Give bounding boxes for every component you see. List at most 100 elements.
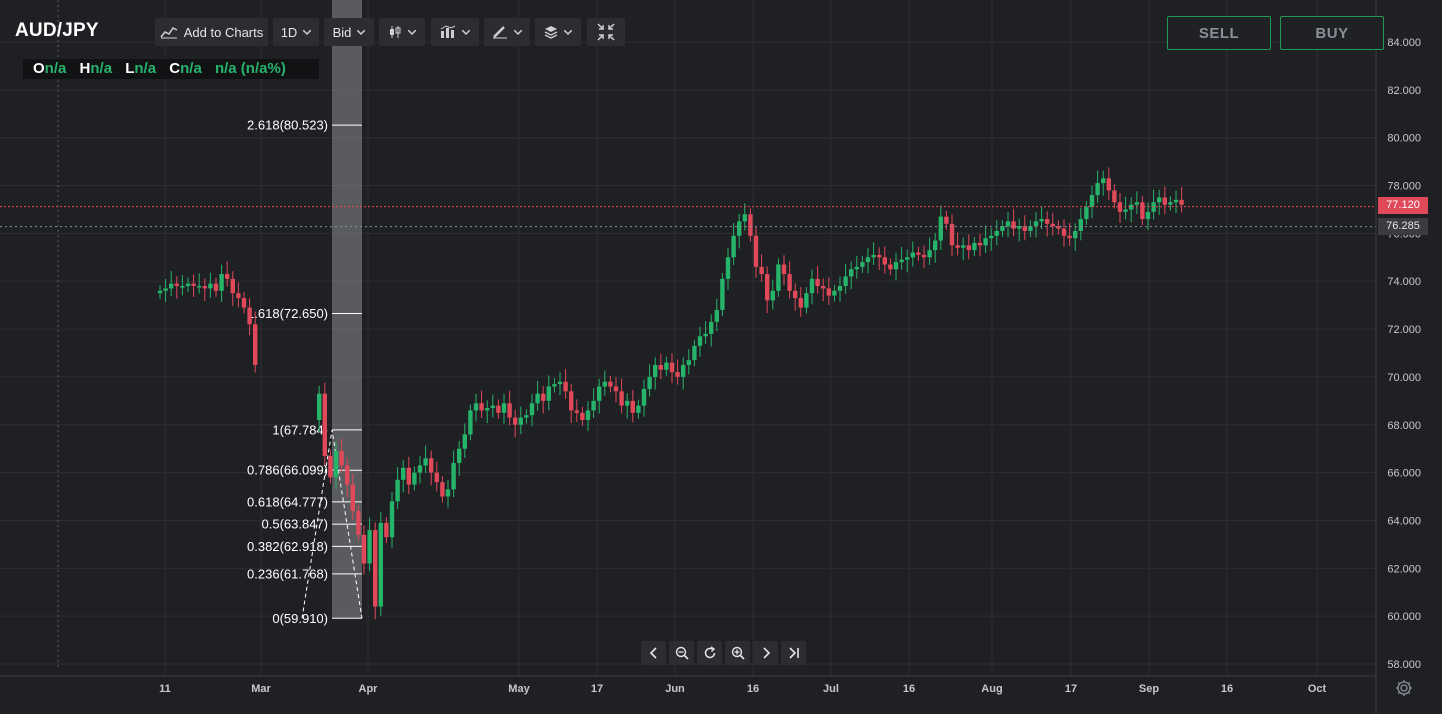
candle-body [1084, 207, 1089, 220]
x-tick-label: Mar [251, 683, 271, 695]
collapse-button[interactable] [587, 18, 625, 46]
candle-body [675, 372, 680, 377]
reference-price-tag: 76.285 [1378, 218, 1428, 235]
sell-button[interactable]: SELL [1167, 16, 1271, 50]
current-price-tag: 77.120 [1378, 197, 1428, 214]
candle-body [473, 403, 479, 411]
zoom-in-icon [731, 646, 745, 660]
scroll-right-button[interactable] [753, 641, 778, 665]
chevron-right-icon [762, 647, 770, 659]
candle-body [955, 245, 960, 248]
candle-body [860, 262, 865, 267]
candle-body [367, 530, 372, 564]
candle-body [1089, 195, 1095, 208]
chevron-down-icon [514, 29, 522, 35]
price-type-select[interactable]: Bid [324, 18, 374, 46]
candle-body [569, 391, 574, 411]
scroll-left-button[interactable] [641, 641, 666, 665]
fib-level-label[interactable]: 0.5(63.847) [262, 517, 329, 532]
zoom-out-button[interactable] [669, 641, 694, 665]
candle-body [1101, 178, 1106, 184]
interval-select[interactable]: 1D [273, 18, 319, 46]
fib-level-label[interactable]: 2.618(80.523) [247, 118, 328, 133]
candle-body [552, 384, 557, 387]
fib-level-label[interactable]: 0.786(66.099) [247, 463, 328, 478]
candle-body [395, 479, 400, 502]
fib-trend-line[interactable] [301, 429, 363, 619]
candle-body [219, 274, 224, 291]
candle-body [921, 254, 927, 258]
candle-body [1168, 202, 1173, 205]
candle-body [658, 364, 663, 370]
candle-body [910, 252, 915, 258]
candle-body [350, 484, 355, 511]
ohlc-change-value: n/a (n/a%) [214, 60, 286, 77]
candle-body [697, 336, 703, 346]
interval-label: 1D [280, 24, 298, 40]
chevron-down-icon [564, 29, 572, 35]
candle-body [247, 307, 252, 325]
candle-body [989, 235, 994, 239]
chevron-down-icon [408, 29, 416, 35]
fib-level-label[interactable]: 1.618(72.650) [247, 306, 328, 321]
candle-body [241, 297, 247, 308]
add-to-charts-label: Add to Charts [183, 24, 264, 40]
candle-body [401, 467, 406, 480]
layers-select[interactable] [535, 18, 581, 46]
candle-body [591, 400, 596, 411]
fib-level-label[interactable]: 1(67.784) [272, 422, 328, 437]
fib-level-label[interactable]: 0.618(64.777) [247, 494, 328, 509]
indicators-select[interactable] [431, 18, 479, 46]
ohlc-high-key: H [79, 60, 91, 77]
chart-type-select[interactable] [379, 18, 425, 46]
buy-button[interactable]: BUY [1280, 16, 1384, 50]
scroll-to-latest-button[interactable] [781, 641, 806, 665]
candle-body [871, 254, 876, 258]
candle-body [585, 410, 591, 420]
y-tick-label: 78.000 [1387, 181, 1421, 193]
zoom-in-button[interactable] [725, 641, 750, 665]
y-tick-label: 72.000 [1387, 324, 1421, 336]
candle-body [361, 534, 367, 564]
candle-body [804, 293, 809, 308]
candle-body [513, 417, 518, 425]
fib-level-label[interactable]: 0.382(62.918) [247, 539, 328, 554]
candle-body [681, 364, 686, 377]
candle-body [608, 381, 613, 387]
candle-body [759, 266, 764, 275]
chart-settings-icon[interactable] [1395, 679, 1413, 697]
candle-body [406, 467, 411, 485]
y-tick-label: 74.000 [1387, 276, 1421, 288]
candle-body [479, 403, 484, 411]
candle-body [1145, 211, 1151, 220]
drawing-tools-select[interactable] [484, 18, 530, 46]
candle-body [1033, 221, 1039, 227]
candle-body [1050, 223, 1055, 227]
reset-view-button[interactable] [697, 641, 722, 665]
candle-body [197, 286, 202, 288]
candle-body [1017, 226, 1022, 229]
candle-body [490, 405, 495, 409]
candle-body [213, 283, 219, 291]
y-tick-label: 62.000 [1387, 563, 1421, 575]
y-tick-label: 66.000 [1387, 468, 1421, 480]
candle-body [423, 458, 428, 466]
candle-body [787, 274, 792, 291]
x-tick-label: 16 [1221, 683, 1233, 695]
candle-body [720, 278, 725, 310]
x-tick-label: Aug [981, 683, 1002, 695]
candle-body [1067, 235, 1072, 239]
x-tick-label: Apr [359, 683, 379, 695]
fib-level-label[interactable]: 0.236(61.768) [247, 566, 328, 581]
candle-body [821, 286, 826, 289]
candle-body [384, 522, 389, 538]
candle-body [202, 286, 207, 289]
fib-level-label[interactable]: 0(59.910) [272, 611, 328, 626]
add-to-charts-button[interactable]: Add to Charts [155, 18, 268, 46]
x-tick-label: 11 [159, 683, 171, 695]
candle-body [1179, 199, 1184, 205]
chevron-down-icon [303, 29, 312, 35]
ohlc-low-key: L [125, 60, 135, 77]
candle-body [440, 482, 445, 497]
